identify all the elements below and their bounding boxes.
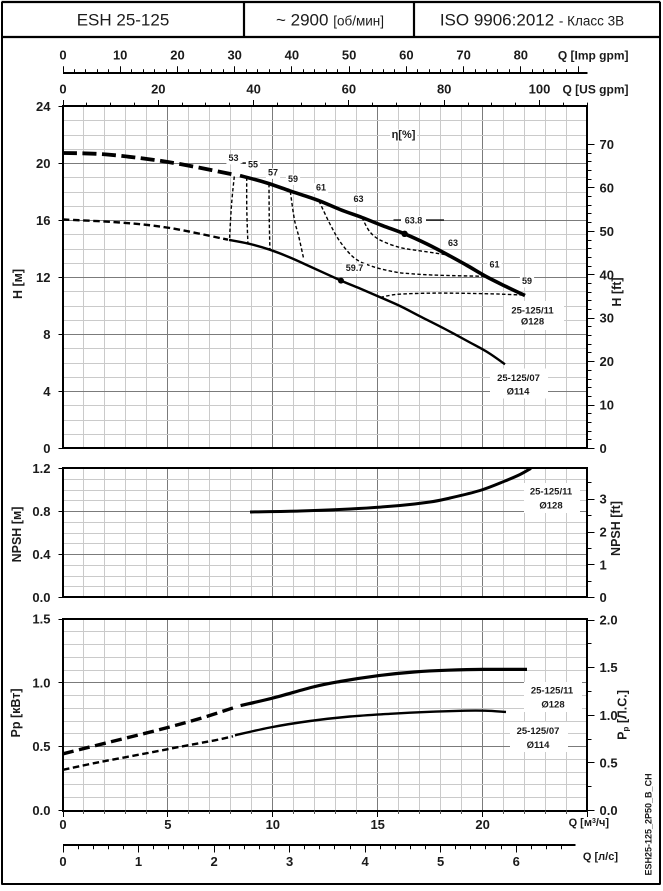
svg-text:ESH 25-125: ESH 25-125 xyxy=(77,11,170,30)
svg-text:4: 4 xyxy=(361,854,369,869)
svg-text:Ø128: Ø128 xyxy=(521,317,544,328)
svg-text:60: 60 xyxy=(399,48,413,63)
svg-text:10: 10 xyxy=(266,817,280,832)
svg-text:Ø114: Ø114 xyxy=(507,387,530,398)
svg-text:20: 20 xyxy=(170,48,184,63)
svg-text:η[%]: η[%] xyxy=(392,129,416,141)
svg-text:NPSH [ft]: NPSH [ft] xyxy=(609,501,623,556)
svg-text:40: 40 xyxy=(285,48,299,63)
svg-text:1.5: 1.5 xyxy=(32,612,50,627)
svg-text:~ 2900 [об/мин]: ~ 2900 [об/мин] xyxy=(276,11,384,30)
svg-text:0: 0 xyxy=(600,441,607,456)
svg-text:ESH25-125_2P50_B_CH: ESH25-125_2P50_B_CH xyxy=(644,773,654,875)
svg-text:0: 0 xyxy=(59,854,66,869)
svg-text:0.5: 0.5 xyxy=(600,755,618,770)
svg-text:1: 1 xyxy=(600,557,607,572)
svg-text:15: 15 xyxy=(370,817,384,832)
svg-text:0: 0 xyxy=(600,590,607,605)
svg-text:20: 20 xyxy=(36,156,50,171)
svg-text:1.5: 1.5 xyxy=(600,660,618,675)
svg-text:ISO 9906:2012 - Класс 3В: ISO 9906:2012 - Класс 3В xyxy=(440,11,624,30)
svg-text:12: 12 xyxy=(36,270,50,285)
svg-text:1: 1 xyxy=(135,854,142,869)
svg-text:0.0: 0.0 xyxy=(32,803,50,818)
svg-text:63: 63 xyxy=(448,238,458,248)
svg-text:Q [Imp gpm]: Q [Imp gpm] xyxy=(558,49,629,63)
svg-text:5: 5 xyxy=(164,817,171,832)
svg-text:8: 8 xyxy=(43,327,50,342)
svg-text:Q [л/с]: Q [л/с] xyxy=(583,851,618,863)
svg-text:59.7: 59.7 xyxy=(346,263,364,273)
svg-text:10: 10 xyxy=(600,398,614,413)
svg-text:25-125/07: 25-125/07 xyxy=(517,726,560,737)
svg-text:20: 20 xyxy=(475,817,489,832)
svg-text:2: 2 xyxy=(600,525,607,540)
svg-text:59: 59 xyxy=(288,174,298,184)
svg-text:25-125/07: 25-125/07 xyxy=(497,373,540,384)
svg-text:16: 16 xyxy=(36,213,50,228)
svg-text:20: 20 xyxy=(600,354,614,369)
svg-text:0: 0 xyxy=(59,817,66,832)
svg-text:40: 40 xyxy=(246,82,260,97)
svg-text:50: 50 xyxy=(342,48,356,63)
svg-text:1.0: 1.0 xyxy=(32,675,50,690)
svg-text:Ø128: Ø128 xyxy=(539,501,562,512)
svg-text:25-125/11: 25-125/11 xyxy=(531,686,574,697)
svg-text:0.0: 0.0 xyxy=(600,803,618,818)
svg-text:70: 70 xyxy=(456,48,470,63)
svg-text:0.8: 0.8 xyxy=(32,504,50,519)
svg-text:5: 5 xyxy=(437,854,444,869)
svg-text:60: 60 xyxy=(600,180,614,195)
svg-text:4: 4 xyxy=(43,384,51,399)
svg-text:30: 30 xyxy=(227,48,241,63)
svg-text:25-125/11: 25-125/11 xyxy=(530,487,573,498)
svg-text:80: 80 xyxy=(437,82,451,97)
svg-text:59: 59 xyxy=(522,276,532,286)
svg-text:100: 100 xyxy=(529,82,551,97)
svg-text:1.0: 1.0 xyxy=(600,708,618,723)
svg-text:Ø114: Ø114 xyxy=(527,740,550,751)
svg-text:Q [м3/ч]: Q [м3/ч] xyxy=(569,817,610,829)
svg-text:0: 0 xyxy=(43,441,50,456)
svg-text:Ø128: Ø128 xyxy=(541,700,564,711)
svg-text:25-125/11: 25-125/11 xyxy=(511,306,554,317)
svg-text:2.0: 2.0 xyxy=(600,613,618,628)
svg-text:3: 3 xyxy=(286,854,293,869)
svg-text:10: 10 xyxy=(113,48,127,63)
svg-text:H [м]: H [м] xyxy=(11,269,25,299)
svg-text:20: 20 xyxy=(151,82,165,97)
svg-text:55: 55 xyxy=(248,159,258,169)
svg-text:0: 0 xyxy=(59,82,66,97)
svg-text:24: 24 xyxy=(36,99,51,114)
svg-text:63.8: 63.8 xyxy=(405,215,423,225)
svg-text:Pp [кВт]: Pp [кВт] xyxy=(9,688,23,737)
svg-text:1.2: 1.2 xyxy=(32,461,50,476)
svg-text:0: 0 xyxy=(59,48,66,63)
svg-text:Pр [Л.С.]: Pр [Л.С.] xyxy=(616,690,631,740)
svg-text:NPSH [м]: NPSH [м] xyxy=(10,507,24,563)
svg-text:0.5: 0.5 xyxy=(32,739,50,754)
svg-text:H [ft]: H [ft] xyxy=(610,277,624,306)
svg-text:3: 3 xyxy=(600,492,607,507)
svg-text:Q [US gpm]: Q [US gpm] xyxy=(563,83,629,97)
svg-text:80: 80 xyxy=(514,48,528,63)
svg-text:60: 60 xyxy=(342,82,356,97)
svg-text:61: 61 xyxy=(489,260,499,270)
svg-text:30: 30 xyxy=(600,311,614,326)
svg-text:40: 40 xyxy=(600,267,614,282)
svg-text:70: 70 xyxy=(600,137,614,152)
svg-text:57: 57 xyxy=(268,168,278,178)
svg-text:6: 6 xyxy=(513,854,520,869)
svg-text:50: 50 xyxy=(600,224,614,239)
svg-text:63: 63 xyxy=(353,194,363,204)
svg-text:61: 61 xyxy=(316,183,326,193)
svg-text:2: 2 xyxy=(210,854,217,869)
svg-text:0.4: 0.4 xyxy=(32,547,51,562)
svg-text:53: 53 xyxy=(228,153,238,163)
svg-text:0.0: 0.0 xyxy=(32,590,50,605)
